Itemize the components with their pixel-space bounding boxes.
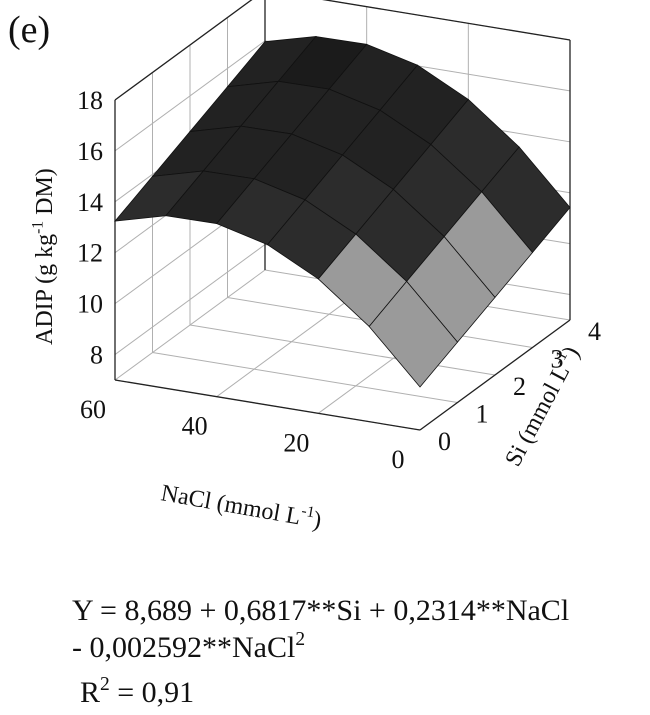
- surface-patch: [368, 280, 459, 388]
- wall-grid-line: [114, 244, 266, 355]
- label: - 0,002592**NaCl2: [72, 629, 305, 664]
- axis-edge: [419, 319, 571, 431]
- x-axis-title: NaCl (mmol L-1): [159, 478, 324, 534]
- label-text: R: [80, 676, 100, 709]
- y-axis-title: Si (mmol L-1): [498, 341, 585, 471]
- z-tick-label: 12: [77, 239, 103, 268]
- y-tick-label: 1: [476, 400, 489, 429]
- label-sup: 2: [295, 629, 305, 650]
- axis-edge: [321, 0, 571, 41]
- label-sup: -1: [29, 221, 46, 234]
- z-tick-label: 10: [77, 290, 103, 319]
- panel-label: (e): [8, 9, 50, 51]
- z-tick-label: 18: [77, 86, 103, 115]
- label: Y = 8,689 + 0,6817**Si + 0,2314**NaCl: [72, 594, 569, 627]
- z-tick-label: 16: [77, 137, 103, 166]
- x-tick-label: 0: [392, 445, 405, 474]
- label-text: Si (mmol L: [500, 361, 575, 471]
- z-tick-label: 14: [77, 188, 103, 217]
- label-text: ADIP (g kg: [32, 234, 58, 345]
- wall-grid-line: [114, 40, 266, 152]
- axis-edge: [114, 379, 421, 431]
- axis-edge: [114, 0, 253, 101]
- label-text: DM): [32, 168, 58, 221]
- z-axis-title: ADIP (g kg-1 DM): [29, 168, 58, 345]
- y-tick-label: 4: [588, 317, 601, 346]
- label-text: Y = 8,689 + 0,6817**Si + 0,2314**NaCl: [72, 594, 569, 627]
- x-tick-label: 20: [283, 428, 309, 457]
- label-sup: 2: [100, 674, 110, 695]
- x-tick-label: 60: [80, 395, 106, 424]
- label-text: - 0,002592**NaCl: [72, 631, 295, 664]
- label: R2 = 0,91: [80, 674, 194, 709]
- y-tick-label: 3: [551, 345, 564, 374]
- wall-grid-line: [322, 0, 571, 41]
- z-tick-label: 8: [90, 341, 103, 370]
- x-tick-label: 40: [182, 412, 208, 441]
- label-text: = 0,91: [110, 676, 194, 709]
- floor-grid-line: [152, 352, 458, 403]
- floor-grid-line: [189, 324, 496, 376]
- label-sup: -1: [300, 502, 316, 521]
- y-tick-label: 0: [438, 427, 451, 456]
- label-text: NaCl (mmol L: [159, 480, 303, 530]
- y-tick-label: 2: [513, 372, 526, 401]
